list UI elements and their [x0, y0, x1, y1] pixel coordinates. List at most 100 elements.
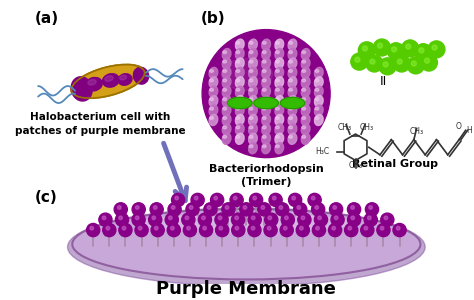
Ellipse shape: [262, 39, 271, 50]
Ellipse shape: [222, 49, 231, 60]
Ellipse shape: [236, 79, 240, 82]
Ellipse shape: [103, 224, 116, 237]
Ellipse shape: [151, 224, 164, 237]
Ellipse shape: [314, 67, 323, 79]
Ellipse shape: [249, 126, 253, 129]
Ellipse shape: [249, 88, 253, 91]
Ellipse shape: [236, 67, 244, 79]
Ellipse shape: [348, 226, 352, 230]
Ellipse shape: [68, 208, 425, 286]
Ellipse shape: [288, 58, 297, 69]
Ellipse shape: [248, 213, 261, 226]
Ellipse shape: [210, 117, 213, 119]
Ellipse shape: [189, 206, 193, 209]
Ellipse shape: [379, 58, 396, 75]
Ellipse shape: [289, 60, 292, 63]
Ellipse shape: [289, 136, 292, 138]
Ellipse shape: [273, 196, 276, 200]
Ellipse shape: [315, 117, 319, 119]
Ellipse shape: [235, 216, 238, 220]
Ellipse shape: [275, 39, 283, 50]
Ellipse shape: [225, 206, 229, 209]
Ellipse shape: [236, 86, 244, 97]
Ellipse shape: [118, 206, 121, 209]
Ellipse shape: [187, 226, 191, 230]
Ellipse shape: [407, 57, 424, 74]
Ellipse shape: [71, 64, 146, 98]
Ellipse shape: [248, 67, 257, 79]
Ellipse shape: [351, 53, 368, 70]
Ellipse shape: [209, 114, 218, 125]
Ellipse shape: [236, 39, 244, 50]
Ellipse shape: [236, 107, 240, 110]
Ellipse shape: [345, 224, 358, 237]
Ellipse shape: [288, 133, 297, 144]
Ellipse shape: [384, 216, 388, 220]
Ellipse shape: [293, 203, 307, 216]
Ellipse shape: [105, 76, 113, 81]
Ellipse shape: [289, 98, 292, 101]
Ellipse shape: [114, 203, 128, 216]
Ellipse shape: [251, 216, 255, 220]
Ellipse shape: [119, 224, 132, 237]
Ellipse shape: [302, 117, 306, 119]
Ellipse shape: [222, 203, 235, 216]
Ellipse shape: [288, 77, 297, 88]
Ellipse shape: [186, 203, 199, 216]
Ellipse shape: [302, 60, 306, 63]
Ellipse shape: [302, 51, 306, 54]
Ellipse shape: [223, 107, 227, 110]
Ellipse shape: [288, 124, 297, 135]
Ellipse shape: [231, 213, 245, 226]
Ellipse shape: [209, 105, 218, 116]
Ellipse shape: [228, 98, 252, 109]
Ellipse shape: [236, 117, 240, 119]
Ellipse shape: [311, 196, 315, 200]
Text: Retinal Group: Retinal Group: [352, 160, 438, 170]
Ellipse shape: [301, 96, 310, 107]
Ellipse shape: [281, 213, 294, 226]
Ellipse shape: [393, 55, 410, 72]
Ellipse shape: [155, 226, 158, 230]
Ellipse shape: [280, 98, 305, 109]
Ellipse shape: [263, 88, 266, 91]
Ellipse shape: [168, 203, 181, 216]
Ellipse shape: [361, 224, 374, 237]
Ellipse shape: [289, 70, 292, 72]
Ellipse shape: [263, 107, 266, 110]
Ellipse shape: [236, 49, 244, 60]
Ellipse shape: [289, 88, 292, 91]
Ellipse shape: [136, 216, 139, 220]
Ellipse shape: [72, 209, 420, 280]
Ellipse shape: [249, 60, 253, 63]
Ellipse shape: [248, 77, 257, 88]
Ellipse shape: [235, 226, 239, 230]
Text: Bacteriorhodopsin
(Trimer): Bacteriorhodopsin (Trimer): [209, 164, 323, 188]
Ellipse shape: [275, 77, 283, 88]
Ellipse shape: [263, 136, 266, 138]
Ellipse shape: [210, 70, 213, 72]
Ellipse shape: [249, 117, 253, 119]
Ellipse shape: [308, 194, 321, 206]
Ellipse shape: [194, 196, 198, 200]
Ellipse shape: [236, 124, 244, 135]
Ellipse shape: [222, 86, 231, 97]
Ellipse shape: [315, 107, 319, 110]
Ellipse shape: [298, 213, 311, 226]
Ellipse shape: [222, 114, 231, 125]
Ellipse shape: [263, 117, 266, 119]
Ellipse shape: [119, 216, 122, 220]
Ellipse shape: [275, 107, 279, 110]
Ellipse shape: [275, 49, 283, 60]
Text: CH₃: CH₃: [410, 127, 424, 136]
Ellipse shape: [296, 224, 310, 237]
Text: O: O: [455, 122, 461, 131]
Ellipse shape: [136, 206, 139, 209]
Ellipse shape: [171, 226, 174, 230]
Ellipse shape: [258, 203, 271, 216]
Ellipse shape: [240, 203, 253, 216]
Ellipse shape: [275, 70, 279, 72]
Ellipse shape: [331, 213, 344, 226]
Ellipse shape: [132, 203, 145, 216]
Text: (b): (b): [200, 11, 225, 26]
